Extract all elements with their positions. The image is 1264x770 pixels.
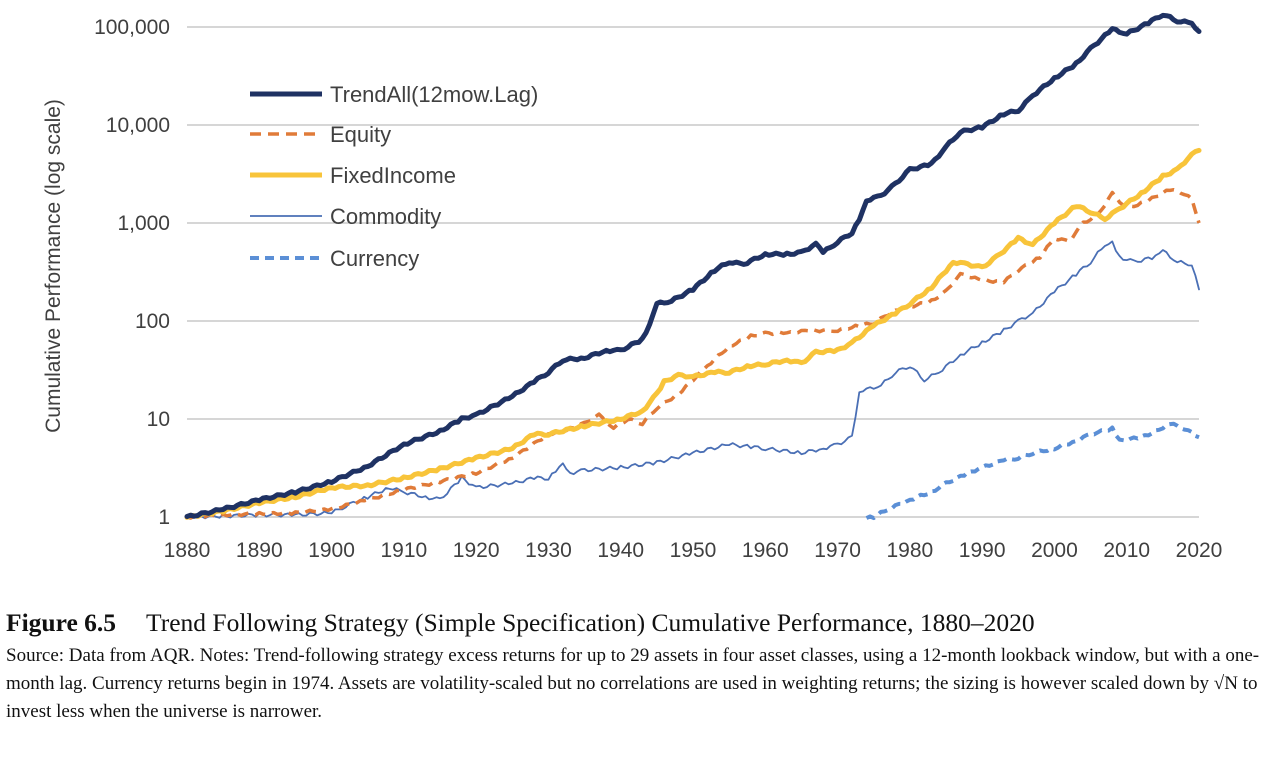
y-tick-label: 100,000: [94, 16, 170, 39]
x-tick-label: 1880: [164, 539, 211, 562]
series-line-currency: [865, 421, 1200, 521]
figure-notes: Source: Data from AQR. Notes: Trend-foll…: [6, 645, 1260, 722]
x-tick-label: 2000: [1031, 539, 1078, 562]
y-axis-label: Cumulative Performance (log scale): [42, 99, 65, 433]
y-tick-label: 1,000: [117, 212, 170, 235]
series-line-equity: [186, 187, 1201, 520]
figure-caption: Figure 6.5 Trend Following Strategy (Simp…: [6, 606, 1261, 726]
chart: Cumulative Performance (log scale) 1 10 10…: [42, 12, 1223, 562]
x-tick-labels: 1880 1890 1900 1910 1920 1930 1940 1950 1960 1970…: [164, 539, 1223, 562]
x-tick-label: 1890: [236, 539, 283, 562]
legend-label: Currency: [330, 246, 419, 271]
x-tick-label: 1920: [453, 539, 500, 562]
legend-label: TrendAll(12mow.Lag): [330, 82, 538, 107]
x-tick-label: 1970: [814, 539, 861, 562]
legend: TrendAll(12mow.Lag) Equity FixedIncome Comm…: [250, 82, 538, 271]
x-tick-label: 1950: [670, 539, 717, 562]
figure-title: Trend Following Strategy (Simple Specifi…: [146, 608, 1035, 637]
legend-label: Commodity: [330, 204, 441, 229]
series-line-fixedincome: [184, 147, 1202, 520]
gridlines: [187, 26, 1199, 518]
x-tick-label: 2020: [1176, 539, 1223, 562]
x-tick-label: 1990: [959, 539, 1006, 562]
x-tick-label: 1900: [308, 539, 355, 562]
x-tick-label: 1960: [742, 539, 789, 562]
x-tick-label: 1910: [380, 539, 427, 562]
y-tick-labels: 1 10 100 1,000 10,000 100,000: [94, 16, 170, 529]
series-lines: [184, 12, 1202, 521]
legend-label: FixedIncome: [330, 163, 456, 188]
figure-title-line: Figure 6.5 Trend Following Strategy (Simp…: [6, 606, 1261, 640]
x-tick-label: 1940: [597, 539, 644, 562]
y-tick-label: 100: [135, 310, 170, 333]
legend-label: Equity: [330, 122, 391, 147]
x-tick-label: 2010: [1103, 539, 1150, 562]
figure-number: Figure 6.5: [6, 608, 117, 637]
x-tick-label: 1930: [525, 539, 572, 562]
y-tick-label: 10,000: [106, 114, 170, 137]
y-tick-label: 1: [158, 506, 170, 529]
x-tick-label: 1980: [886, 539, 933, 562]
y-tick-label: 10: [147, 408, 170, 431]
series-line-trendall-12mow-lag: [184, 12, 1202, 519]
